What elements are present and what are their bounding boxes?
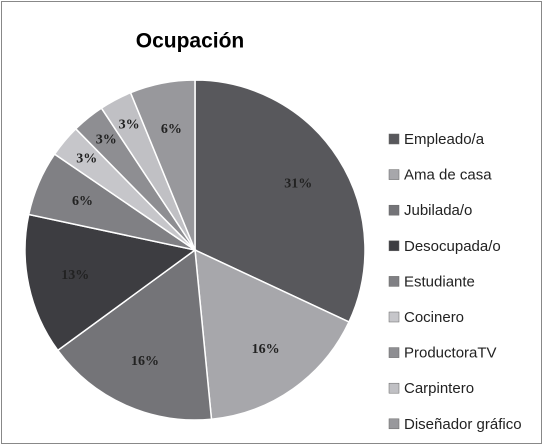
pie-slice	[194, 79, 366, 323]
legend-swatch	[388, 276, 400, 287]
pie-slice	[194, 248, 351, 421]
legend-swatch	[388, 204, 400, 216]
legend-swatch	[388, 133, 400, 145]
slice-label: 13%	[61, 268, 89, 283]
legend-swatch	[388, 347, 400, 358]
legend-swatch	[388, 240, 400, 252]
legend-label: Estudiante	[404, 273, 475, 290]
legend-label: Ama de casa	[404, 167, 492, 184]
legend-label: Diseñador gráfico	[404, 416, 522, 433]
legend-label: Cocinero	[404, 309, 464, 326]
pie-slice	[56, 248, 213, 421]
slice-label: 3%	[96, 133, 117, 148]
chart-title: Ocupación	[136, 30, 245, 53]
slice-label: 16%	[252, 342, 280, 357]
legend-swatch	[388, 382, 400, 394]
pie-slice	[129, 79, 196, 251]
legend-label: Jubilada/o	[404, 202, 472, 219]
slice-label: 6%	[72, 194, 93, 209]
legend-swatch	[388, 418, 400, 430]
legend-label: Desocupada/o	[404, 238, 501, 255]
slice-label: 3%	[119, 117, 140, 132]
legend-swatch	[388, 311, 400, 323]
legend-label: Empleado/a	[404, 131, 485, 148]
pie-slice	[24, 213, 197, 352]
slice-label: 16%	[131, 354, 159, 369]
legend-label: Carpintero	[404, 380, 474, 397]
legend-swatch	[388, 169, 400, 180]
slice-label: 6%	[161, 122, 182, 137]
legend-label: ProductoraTV	[404, 345, 497, 362]
slice-label: 31%	[284, 176, 312, 191]
slice-label: 3%	[76, 152, 97, 167]
